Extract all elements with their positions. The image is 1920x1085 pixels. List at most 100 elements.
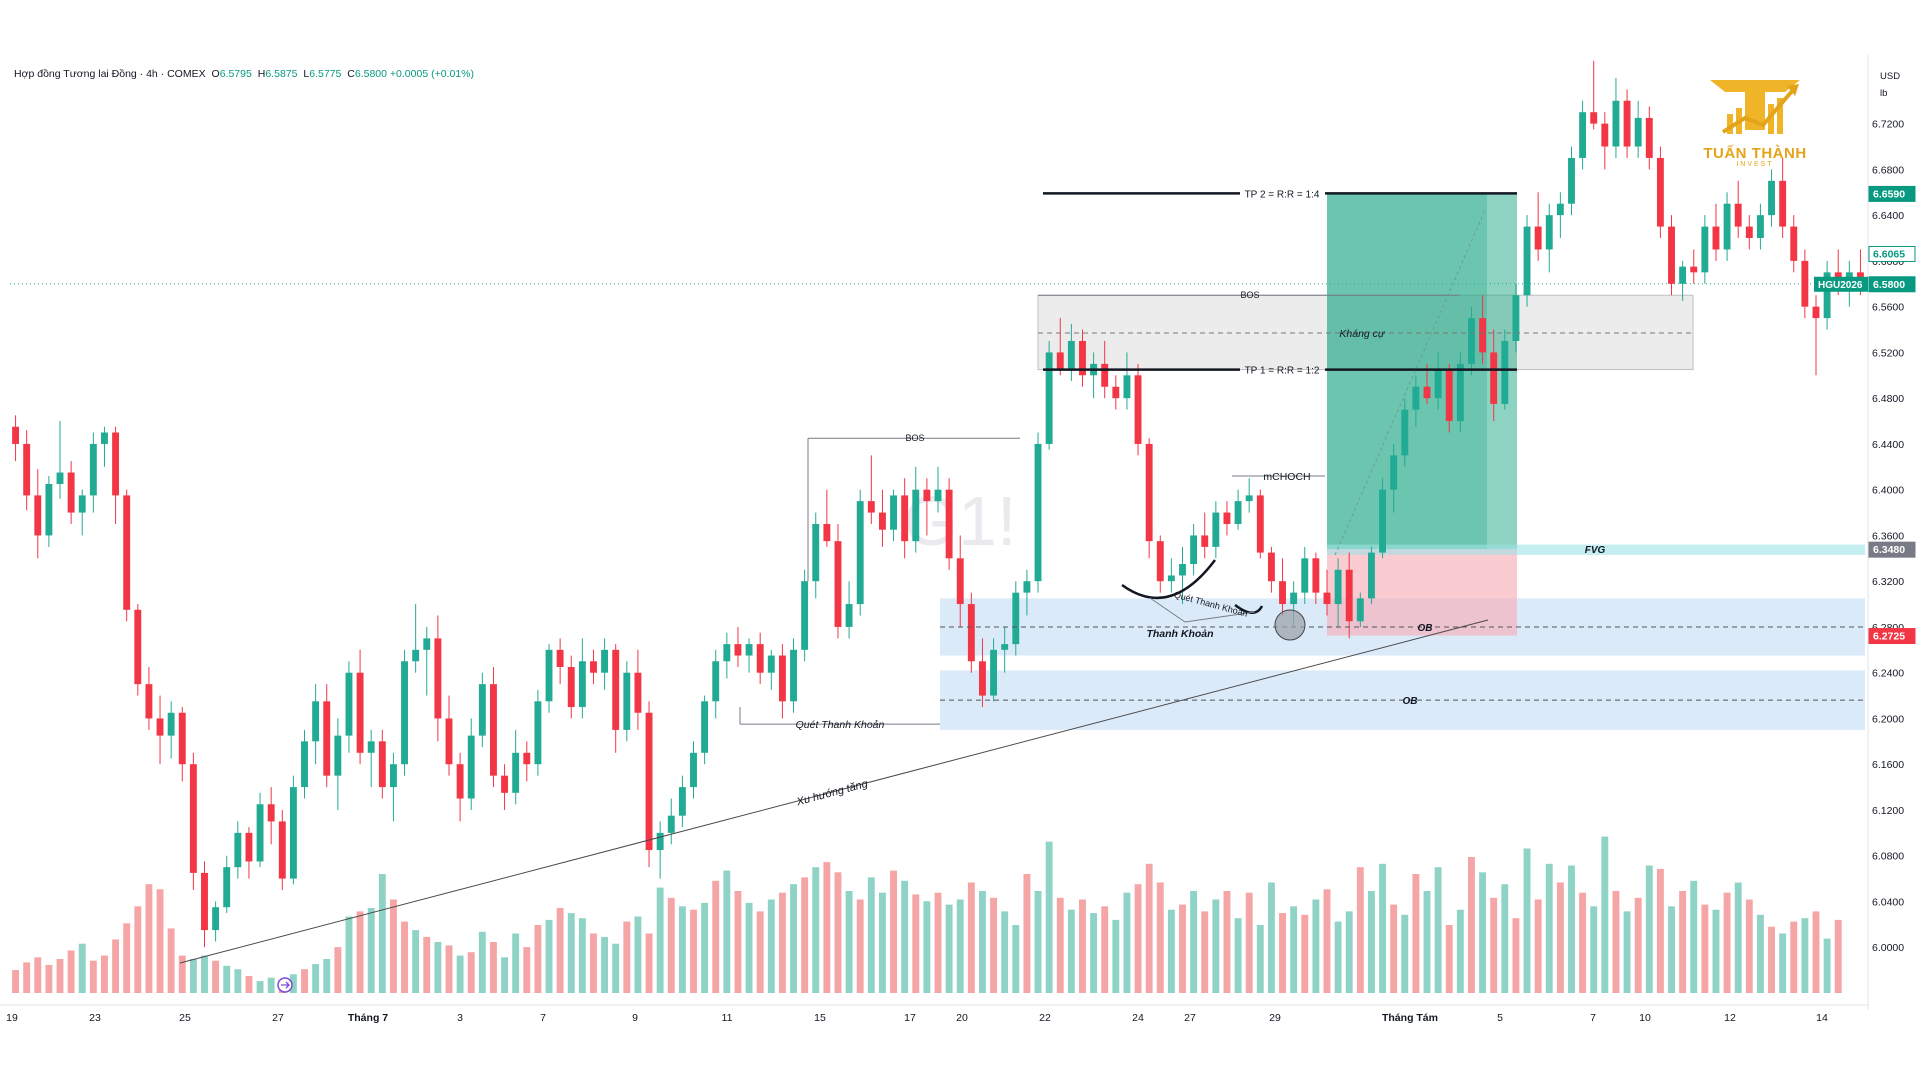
- candle-body: [823, 524, 831, 542]
- price-tick: 6.7200: [1872, 119, 1904, 131]
- candle-body: [1367, 552, 1375, 599]
- candle-body: [745, 644, 753, 656]
- volume-bar: [890, 870, 897, 993]
- volume-bar: [1568, 865, 1575, 993]
- volume-bar: [23, 962, 31, 993]
- volume-bar: [634, 916, 642, 993]
- candle-body: [1745, 226, 1753, 239]
- volume-bar: [1545, 863, 1553, 993]
- candle-body: [1456, 363, 1464, 422]
- volume-bar: [1112, 919, 1120, 993]
- candle-body: [1512, 295, 1520, 341]
- price-tick: 6.6400: [1872, 210, 1904, 222]
- candle-body: [201, 872, 208, 931]
- volume-bar: [1134, 884, 1142, 993]
- candle-body: [1279, 581, 1286, 605]
- volume-bar: [89, 960, 97, 993]
- candle-body: [56, 472, 64, 484]
- candle-body: [756, 644, 764, 673]
- low-value: 6.5775: [309, 68, 342, 80]
- volume-bar: [612, 943, 620, 993]
- volume-bar: [1456, 909, 1464, 993]
- candle-body: [356, 672, 364, 753]
- volume-bar: [1556, 882, 1564, 993]
- volume-bar: [678, 906, 686, 993]
- volume-bar: [756, 911, 764, 993]
- volume-bar: [623, 921, 631, 993]
- candle-body: [412, 649, 420, 662]
- volume-bar: [1823, 938, 1831, 993]
- low-label: L: [303, 68, 310, 80]
- candle-body: [834, 541, 842, 627]
- candle-body: [1267, 552, 1275, 582]
- volume-bar: [334, 947, 342, 993]
- volume-bar: [312, 964, 320, 993]
- volume-bar: [1001, 911, 1009, 993]
- candle-body: [1079, 340, 1086, 376]
- candle-body: [312, 701, 320, 742]
- candle-body: [1812, 306, 1820, 319]
- volume-bar: [490, 942, 497, 993]
- candle-body: [1334, 569, 1342, 605]
- candle-body: [523, 752, 531, 765]
- brand-name: TUẤN THÀNH: [1703, 145, 1807, 162]
- volume-bar: [1023, 874, 1031, 993]
- volume-bar: [990, 897, 998, 993]
- open-label: O: [211, 68, 220, 80]
- candle-body: [990, 649, 998, 696]
- candle-body: [1734, 203, 1742, 227]
- price-axis-unit: lb: [1880, 88, 1887, 99]
- volume-bar: [378, 874, 386, 993]
- candle-body: [1490, 352, 1498, 404]
- candle-body: [1001, 644, 1009, 650]
- candle-body: [1323, 592, 1331, 605]
- brand-subtitle: INVEST: [1736, 161, 1774, 168]
- candle-body: [1690, 266, 1698, 273]
- candle-body: [1123, 375, 1131, 399]
- volume-bar: [223, 965, 231, 993]
- candle-body: [1234, 501, 1242, 524]
- volume-bar: [767, 899, 775, 993]
- candle-body: [334, 735, 342, 776]
- volume-bar: [956, 899, 964, 993]
- volume-bar: [112, 939, 120, 993]
- candle-body: [1312, 558, 1320, 593]
- time-tick: 17: [904, 1012, 916, 1024]
- time-tick: 10: [1639, 1012, 1651, 1024]
- price-tick: 6.5200: [1872, 347, 1904, 359]
- candle-body: [1023, 581, 1031, 593]
- volume-bar: [1301, 914, 1309, 993]
- candle-body: [1656, 157, 1664, 227]
- candle-body: [1434, 369, 1442, 399]
- candle-body: [1823, 272, 1831, 319]
- candle-body: [89, 443, 97, 496]
- time-tick: 27: [272, 1012, 284, 1024]
- price-tick: 6.4000: [1872, 485, 1904, 497]
- volume-bar: [1579, 892, 1587, 993]
- candle-body: [678, 787, 686, 816]
- price-label-box: [1868, 628, 1916, 645]
- volume-bar: [1201, 911, 1209, 993]
- volume-bar: [78, 943, 86, 993]
- volume-bar: [1779, 933, 1787, 993]
- price-label-text: 6.2725: [1873, 631, 1905, 643]
- volume-bar: [1645, 865, 1653, 993]
- candle-body: [778, 655, 786, 702]
- volume-bar: [1801, 918, 1809, 993]
- price-tick: 6.1200: [1872, 805, 1904, 817]
- sweep-arrow-b: [1184, 611, 1256, 623]
- candle-body: [490, 684, 497, 776]
- take-profit-zone: [1327, 193, 1517, 550]
- candle-body: [1645, 117, 1653, 158]
- time-tick: 20: [956, 1012, 968, 1024]
- volume-bar: [1590, 906, 1598, 993]
- price-tick: 6.3200: [1872, 576, 1904, 588]
- volume-bar: [478, 931, 486, 993]
- time-tick: 19: [6, 1012, 18, 1024]
- price-tick: 6.2400: [1872, 668, 1904, 680]
- candle-body: [234, 832, 242, 868]
- time-tick: Tháng 7: [348, 1012, 388, 1024]
- volume-bar: [1401, 914, 1409, 993]
- candle-body: [601, 649, 609, 673]
